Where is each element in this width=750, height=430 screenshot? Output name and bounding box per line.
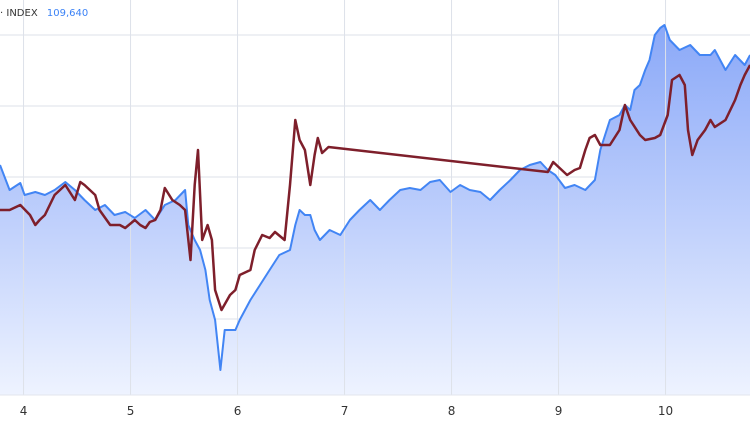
- x-tick-label: 7: [341, 404, 349, 418]
- x-tick-label: 10: [658, 404, 673, 418]
- chart-legend: · INDEX 109,640: [0, 8, 88, 19]
- legend-bullet: ·: [0, 8, 4, 19]
- x-tick-label: 5: [127, 404, 135, 418]
- index-area: [0, 25, 750, 395]
- legend-series-value: 109,640: [46, 8, 89, 19]
- series-group: [0, 0, 750, 395]
- legend-series-name: INDEX: [6, 8, 38, 19]
- second-series-line: [0, 64, 750, 312]
- x-tick-label: 4: [20, 404, 28, 418]
- x-tick-label: 8: [448, 404, 456, 418]
- x-tick-label: 9: [555, 404, 563, 418]
- x-axis: 4 5 6 7 8 9 10: [0, 394, 750, 418]
- x-tick-label: 6: [234, 404, 242, 418]
- index-line: [0, 24, 750, 371]
